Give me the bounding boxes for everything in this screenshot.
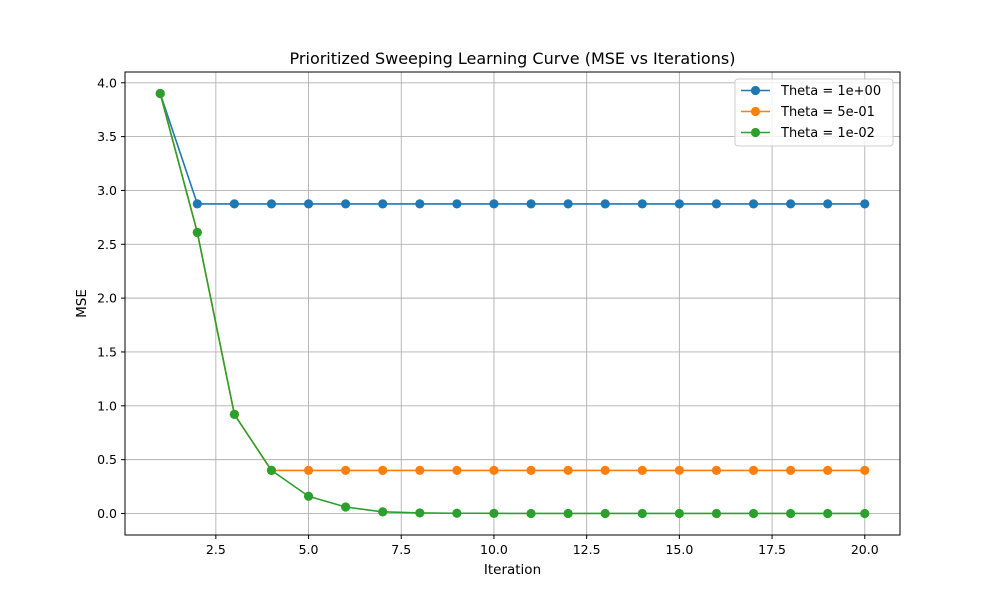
- data-point: [748, 465, 759, 475]
- data-point: [600, 508, 610, 519]
- data-point: [489, 465, 499, 475]
- data-point: [341, 465, 351, 475]
- data-point: [303, 199, 314, 209]
- series-1: [155, 88, 870, 209]
- data-point: [748, 199, 759, 209]
- data-point: [823, 508, 833, 519]
- data-point: [415, 465, 425, 475]
- plot-frame: [124, 71, 901, 536]
- data-point: [489, 508, 499, 518]
- y-tick-label: 2.0: [97, 291, 117, 306]
- data-point: [563, 508, 573, 519]
- x-tick-label: 12.5: [573, 542, 601, 557]
- data-point: [378, 507, 388, 517]
- data-point: [786, 465, 796, 475]
- data-point: [415, 508, 425, 518]
- data-point: [378, 199, 388, 209]
- data-point: [823, 465, 833, 475]
- data-point: [786, 508, 796, 519]
- data-point: [563, 199, 573, 209]
- data-point: [526, 508, 536, 519]
- data-point: [229, 409, 239, 420]
- data-point: [674, 199, 684, 209]
- data-point: [674, 465, 684, 475]
- data-point: [452, 465, 462, 475]
- data-point: [229, 199, 239, 209]
- legend-marker-1: [750, 85, 761, 96]
- series-line: [159, 93, 865, 472]
- y-tick-label: 3.0: [97, 183, 117, 198]
- x-axis-ticks: 2.5 5.0 7.5 10.0 12.5 15.0 17.5 20.0: [206, 535, 879, 557]
- data-point: [489, 199, 499, 209]
- data-point: [266, 199, 277, 209]
- chart-title: Prioritized Sweeping Learning Curve (MSE…: [290, 49, 736, 68]
- x-tick-label: 5.0: [299, 542, 319, 557]
- data-point: [155, 88, 165, 99]
- data-point: [860, 465, 870, 475]
- data-point: [341, 199, 351, 209]
- data-point: [637, 465, 647, 475]
- y-tick-label: 4.0: [97, 75, 117, 90]
- data-point: [192, 227, 202, 238]
- legend-entry-2: Theta = 5e-01: [741, 105, 875, 120]
- data-point: [711, 199, 722, 209]
- data-point: [378, 465, 388, 475]
- data-point: [711, 508, 722, 519]
- series-line: [159, 93, 865, 205]
- legend-label-2: Theta = 5e-01: [780, 105, 875, 120]
- data-point: [637, 508, 647, 519]
- data-point: [823, 199, 833, 209]
- legend-label-1: Theta = 1e+00: [780, 84, 881, 99]
- y-axis-label: MSE: [74, 289, 90, 318]
- data-point: [266, 465, 277, 475]
- legend: Theta = 1e+00 Theta = 5e-01 Theta = 1e-0…: [734, 78, 894, 147]
- data-point: [600, 199, 610, 209]
- data-point: [452, 199, 462, 209]
- y-axis-ticks: 0.0 0.5 1.0 1.5 2.0 2.5 3.0 3.5 4.0: [97, 75, 125, 521]
- x-tick-label: 20.0: [851, 542, 879, 557]
- legend-entry-3: Theta = 1e-02: [741, 126, 875, 141]
- y-tick-label: 1.0: [97, 398, 117, 413]
- data-point: [674, 508, 684, 519]
- data-point: [563, 465, 573, 475]
- y-tick-label: 0.5: [97, 452, 117, 467]
- data-point: [303, 465, 314, 475]
- x-tick-label: 15.0: [665, 542, 693, 557]
- data-point: [452, 508, 462, 518]
- data-point: [860, 199, 870, 209]
- data-point: [860, 508, 870, 519]
- data-point: [341, 502, 351, 512]
- data-point: [711, 465, 722, 475]
- x-tick-label: 7.5: [391, 542, 411, 557]
- data-point: [415, 199, 425, 209]
- grid: [125, 72, 900, 535]
- data-point: [192, 199, 202, 209]
- y-tick-label: 2.5: [97, 237, 117, 252]
- x-tick-label: 2.5: [206, 542, 226, 557]
- x-tick-label: 17.5: [758, 542, 786, 557]
- plot-series: [155, 88, 870, 519]
- legend-label-3: Theta = 1e-02: [780, 126, 875, 141]
- legend-marker-3: [750, 127, 761, 138]
- x-axis-label: Iteration: [484, 562, 541, 578]
- legend-marker-2: [750, 106, 761, 117]
- data-point: [600, 465, 610, 475]
- y-tick-label: 0.0: [97, 506, 117, 521]
- data-point: [526, 465, 536, 475]
- legend-box: [734, 78, 894, 147]
- data-point: [303, 491, 314, 501]
- series-3: [155, 88, 870, 519]
- data-point: [526, 199, 536, 209]
- y-tick-label: 3.5: [97, 129, 117, 144]
- legend-entry-1: Theta = 1e+00: [741, 84, 881, 99]
- data-point: [637, 199, 647, 209]
- series-line: [159, 93, 865, 515]
- data-point: [786, 199, 796, 209]
- y-tick-label: 1.5: [97, 344, 117, 359]
- x-tick-label: 10.0: [480, 542, 508, 557]
- data-point: [748, 508, 759, 519]
